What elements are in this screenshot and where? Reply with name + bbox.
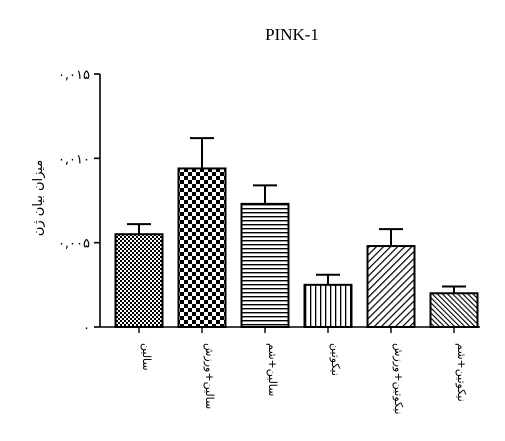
bar-2 <box>177 167 227 328</box>
bar-3 <box>240 202 290 328</box>
x-tick-label: سالین+شم <box>266 343 279 396</box>
bar-5 <box>366 245 416 328</box>
error-bars <box>127 137 466 294</box>
chart-title: PINK-1 <box>265 25 319 44</box>
x-tick-label: نیکوتین+ورزش <box>392 343 405 414</box>
bar-1 <box>114 233 164 329</box>
x-tick-label: سالین <box>140 343 153 371</box>
y-tick-label: ۰,۰۰۵ <box>58 237 90 252</box>
x-tick-label: سالین+ورزش <box>203 343 216 409</box>
y-tick-label: ۰,۰۱۰ <box>58 152 90 167</box>
y-tick-label: ۰ <box>83 321 90 336</box>
bar-4 <box>303 283 353 329</box>
x-tick-label: نیکوتین+شم <box>455 343 468 402</box>
x-tick-labels: سالین سالین+ورزش سالین+شم نیکوتین نیکوتین+ور… <box>138 327 468 414</box>
x-tick-label: نیکوتین <box>329 343 342 376</box>
y-ticks: ۰ ۰,۰۰۵ ۰,۰۱۰ ۰,۰۱۵ <box>58 68 100 336</box>
y-tick-label: ۰,۰۱۵ <box>58 68 90 83</box>
bars <box>114 167 479 329</box>
y-axis-label: میزان بیان ژن <box>31 160 46 236</box>
bar-6 <box>429 292 479 328</box>
